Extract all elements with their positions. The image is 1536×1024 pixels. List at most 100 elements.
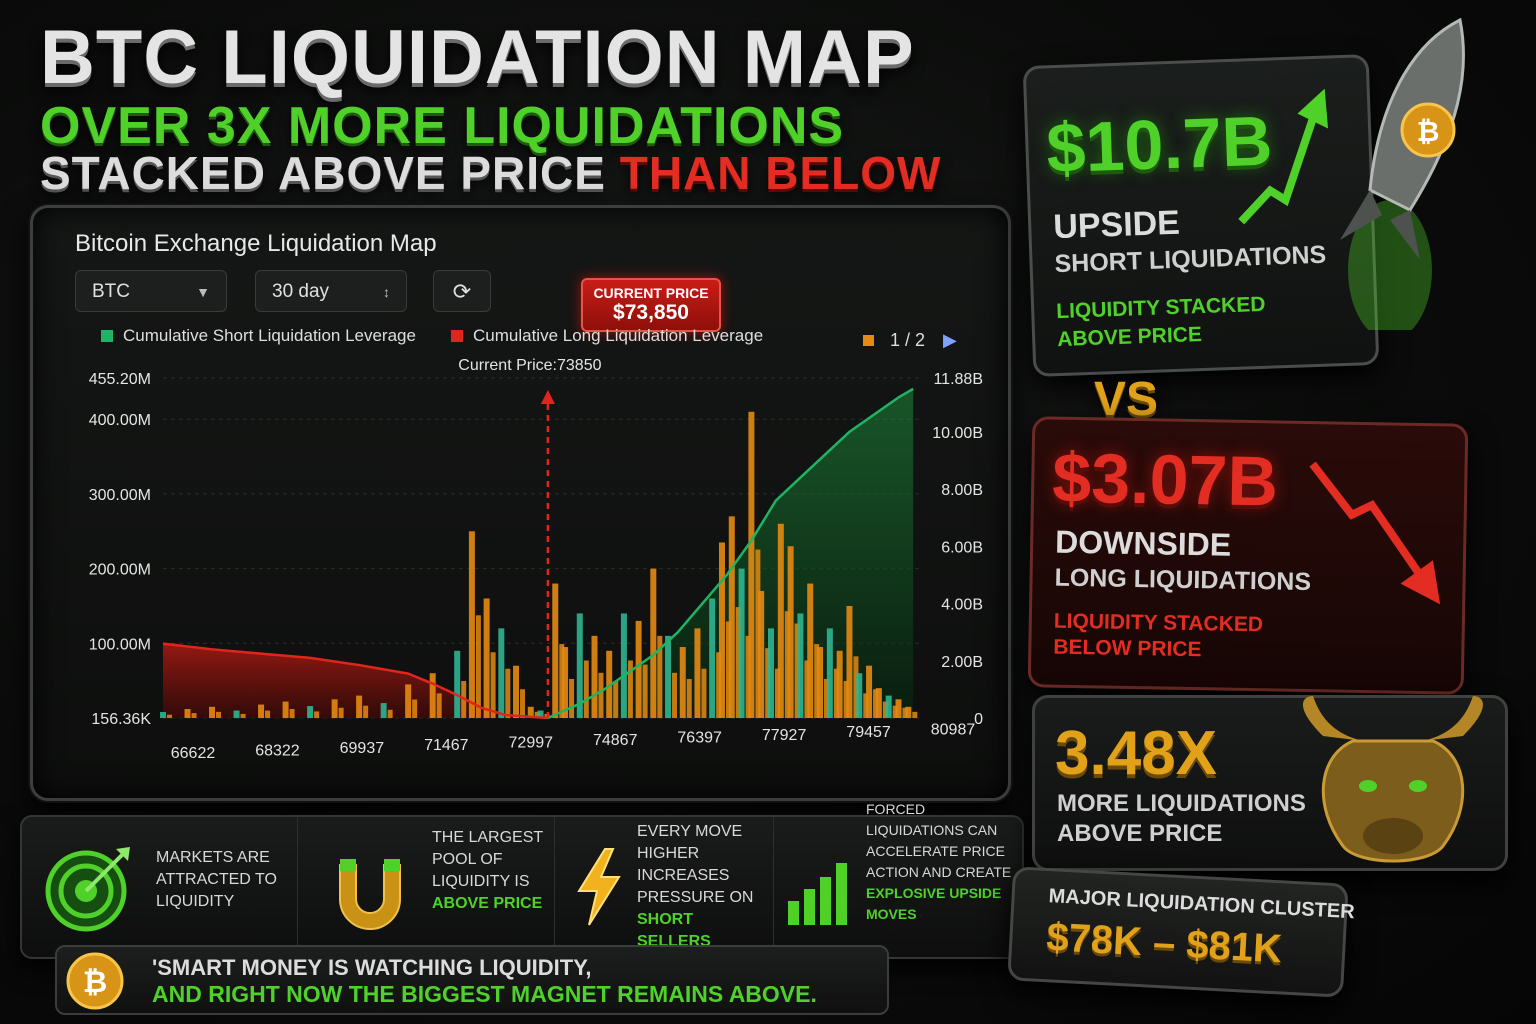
ratio-card: 3.48X MORE LIQUIDATIONS ABOVE PRICE <box>1032 695 1508 871</box>
liquidation-bar <box>216 711 222 718</box>
liquidation-bar <box>701 668 707 718</box>
liquidation-bar <box>289 708 295 718</box>
liquidation-bar <box>468 531 475 718</box>
headline-subtitle-2-a: STACKED ABOVE PRICE <box>40 147 606 199</box>
cluster-value: $78K – $81K <box>1045 915 1284 972</box>
liquidation-bar <box>620 613 627 718</box>
upside-card: $10.7B UPSIDE SHORT LIQUIDATIONS LIQUIDI… <box>1022 54 1380 377</box>
downside-card: $3.07B DOWNSIDE LONG LIQUIDATIONS LIQUID… <box>1027 416 1469 695</box>
liquidation-bar <box>745 635 751 718</box>
liquidation-bar <box>534 711 540 718</box>
liquidation-bar <box>833 668 839 718</box>
liquidation-bar <box>755 549 761 718</box>
lightning-icon <box>577 848 621 926</box>
liquidation-bar <box>167 714 172 718</box>
coin-select[interactable]: BTC ▼ <box>75 270 227 312</box>
upside-note-1: LIQUIDITY STACKED <box>1055 292 1266 324</box>
chevron-down-icon: ▼ <box>196 284 210 300</box>
legend-pager: 1 / 2 ▶ <box>863 330 957 351</box>
legend-pager-label: 1 / 2 <box>890 330 926 350</box>
legend-more-swatch <box>863 335 874 346</box>
liquidation-bar <box>559 644 565 718</box>
x-tick-label: 74867 <box>593 732 638 749</box>
headline-subtitle-2-b: THAN BELOW <box>619 147 942 199</box>
liquidation-bar <box>233 710 240 718</box>
legend-long-swatch <box>451 330 463 342</box>
current-price-arrow <box>540 390 555 404</box>
liquidation-bar <box>258 704 265 718</box>
y-left-tick-label: 455.20M <box>89 371 151 388</box>
liquidation-bar <box>804 660 810 718</box>
info-text-3-main: EVERY MOVE HIGHER INCREASES PRESSURE ON <box>637 823 754 906</box>
x-tick-label: 79457 <box>846 724 891 741</box>
liquidation-bar <box>483 598 490 718</box>
liquidation-bar <box>905 706 912 718</box>
y-left-tick-label: 156.36K <box>91 711 151 728</box>
liquidation-bar <box>387 709 393 718</box>
y-right-tick-label: 8.00B <box>941 482 983 499</box>
downside-note-1: LIQUIDITY STACKED <box>1053 609 1264 637</box>
quote-line-1: 'SMART MONEY IS WATCHING LIQUIDITY, <box>152 955 592 980</box>
liquidation-bar <box>665 635 672 718</box>
liquidation-bar <box>686 678 692 718</box>
legend-short[interactable]: Cumulative Short Liquidation Leverage <box>101 326 416 346</box>
liquidation-bar <box>882 701 888 718</box>
cluster-card: MAJOR LIQUIDATION CLUSTER $78K – $81K <box>1007 866 1355 998</box>
liquidation-bar <box>728 516 735 718</box>
y-left-tick-label: 400.00M <box>89 412 151 429</box>
liquidation-bar <box>282 701 289 718</box>
y-right-tick-label: 0 <box>974 711 983 728</box>
upside-label-2: SHORT LIQUIDATIONS <box>1054 240 1327 279</box>
liquidation-bar <box>513 665 520 718</box>
liquidation-bar <box>160 712 166 718</box>
liquidation-bar <box>613 681 619 718</box>
liquidation-bar <box>537 710 544 718</box>
liquidation-bar <box>768 628 774 718</box>
pager-next-icon[interactable]: ▶ <box>943 330 957 350</box>
liquidation-bar <box>606 650 613 718</box>
liquidation-bar <box>758 591 765 718</box>
short-series-line <box>547 387 914 720</box>
current-price-badge-label: CURRENT PRICE <box>593 285 709 301</box>
quote-bar: ₿ 'SMART MONEY IS WATCHING LIQUIDITY, AN… <box>55 945 889 1015</box>
liquidation-bar <box>184 709 191 718</box>
liquidation-bar <box>787 546 794 718</box>
info-cell-1: MARKETS ARE ATTRACTED TO LIQUIDITY <box>22 817 298 957</box>
liquidation-bar <box>738 568 745 718</box>
liquidation-bar <box>191 713 197 718</box>
magnet-icon <box>339 859 401 930</box>
bitcoin-coin-icon: ₿ <box>66 952 124 1010</box>
current-price-badge: CURRENT PRICE $73,850 <box>581 278 721 332</box>
headline-subtitle-2: STACKED ABOVE PRICE THAN BELOW <box>40 146 941 200</box>
liquidation-bar <box>817 647 824 718</box>
liquidation-bar <box>807 583 814 718</box>
liquidation-bar <box>552 583 559 718</box>
liquidation-bar <box>885 695 892 718</box>
liquidation-bar <box>576 613 583 718</box>
x-tick-label: 80987 <box>931 722 976 739</box>
info-text-2-highlight: ABOVE PRICE <box>432 895 543 912</box>
liquidation-bar <box>412 699 418 718</box>
liquidation-bar <box>846 605 853 718</box>
liquidation-bar <box>405 684 412 718</box>
liquidation-bar <box>866 665 873 718</box>
range-select[interactable]: 30 day ↕ <box>255 270 407 312</box>
info-text-1: MARKETS ARE ATTRACTED TO LIQUIDITY <box>156 849 277 910</box>
legend-short-swatch <box>101 330 113 342</box>
liquidation-bar <box>527 706 534 718</box>
liquidation-bar <box>735 607 741 718</box>
liquidation-bar <box>856 673 863 718</box>
downside-label-2: LONG LIQUIDATIONS <box>1054 563 1312 597</box>
liquidation-bar <box>853 656 859 718</box>
legend-long[interactable]: Cumulative Long Liquidation Leverage <box>451 326 763 346</box>
liquidation-bar <box>436 693 442 718</box>
info-text-4-main: FORCED LIQUIDATIONS CAN ACCELERATE PRICE… <box>866 801 1012 880</box>
liquidation-bar <box>380 703 387 718</box>
liquidation-bar <box>748 411 755 718</box>
headline-subtitle-1: OVER 3X MORE LIQUIDATIONS <box>40 97 845 155</box>
liquidation-bar <box>490 652 496 718</box>
refresh-button[interactable]: ⟳ <box>433 270 491 312</box>
downside-label-1: DOWNSIDE <box>1054 523 1232 563</box>
rocket-icon: ₿ <box>1340 17 1465 330</box>
liquidation-bar <box>777 523 784 718</box>
